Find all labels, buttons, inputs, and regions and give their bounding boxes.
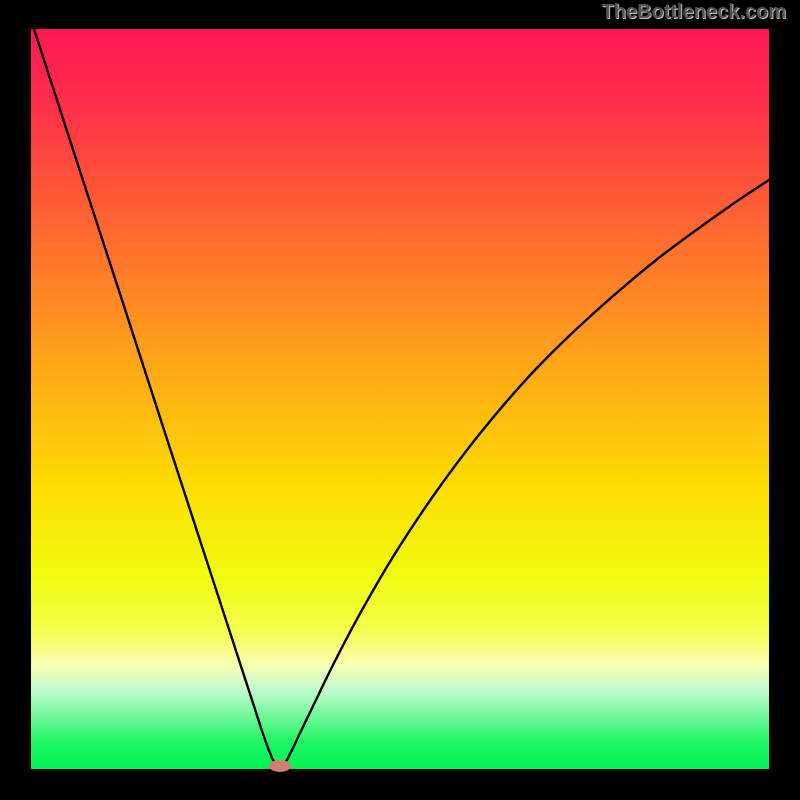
- chart-container: TheBottleneck.com: [0, 0, 800, 800]
- bottleneck-curve-chart: [0, 0, 800, 800]
- plot-background: [31, 29, 769, 769]
- watermark: TheBottleneck.com: [602, 1, 786, 24]
- optimum-marker: [269, 760, 291, 772]
